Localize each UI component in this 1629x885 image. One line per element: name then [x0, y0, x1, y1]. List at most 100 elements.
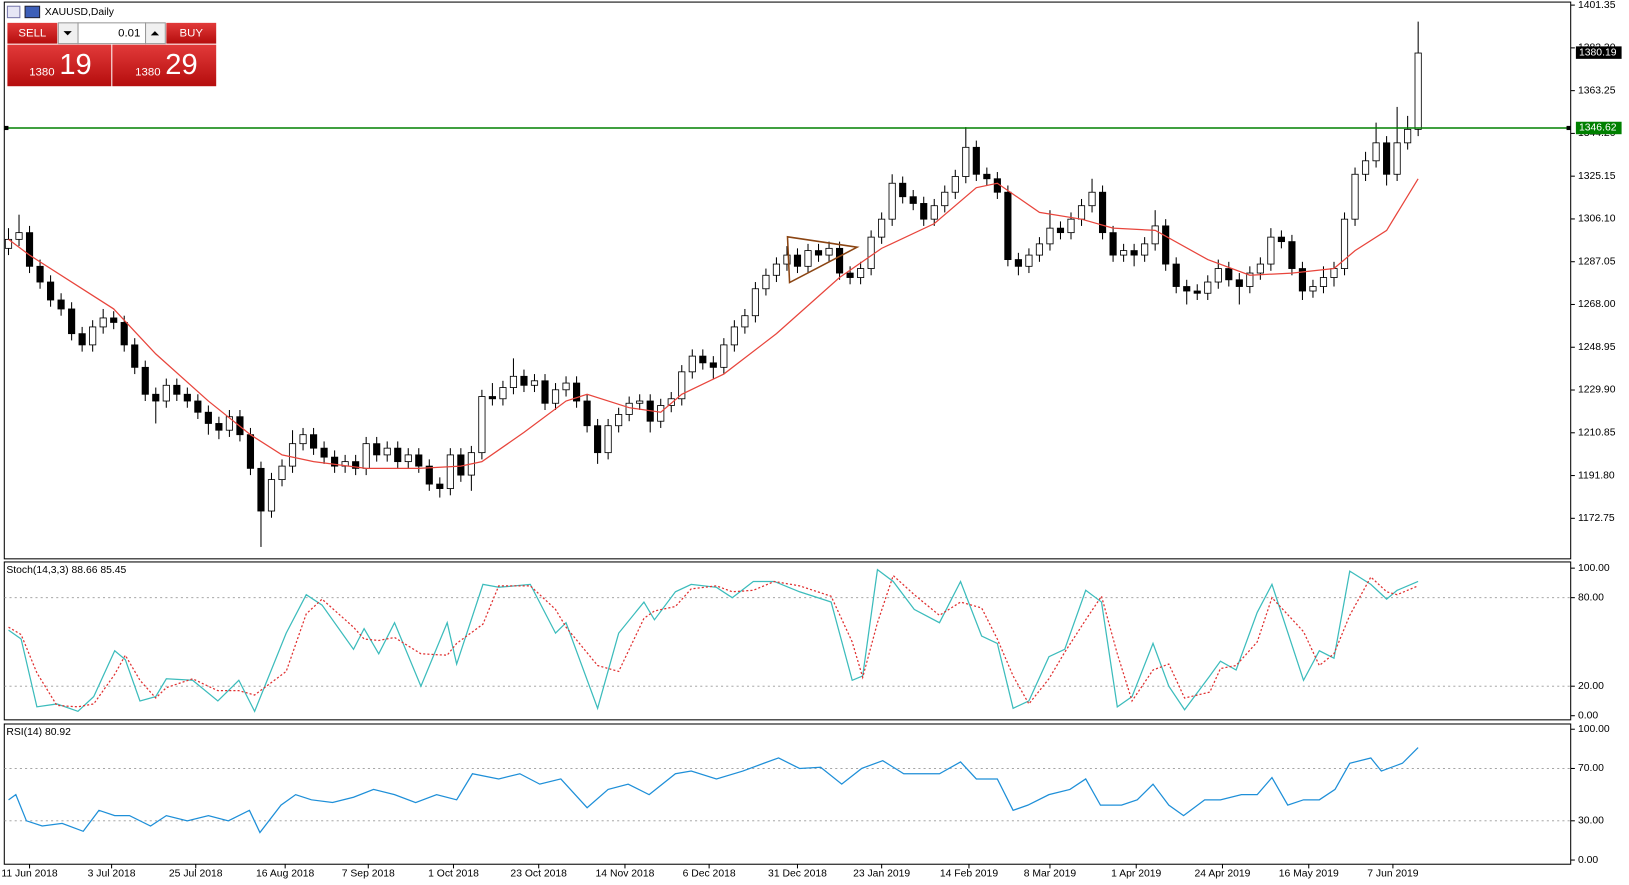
- candle-body: [667, 398, 675, 406]
- candle-body: [1183, 286, 1191, 292]
- candle-body: [488, 396, 496, 400]
- candle-body: [972, 146, 980, 175]
- y-tick-label: 80.00: [1578, 592, 1604, 603]
- candle-body: [857, 268, 865, 278]
- candle-body: [1172, 263, 1180, 287]
- rsi-title: RSI(14) 80.92: [6, 727, 71, 738]
- indicator-line: [8, 568, 1419, 713]
- x-tick-label: 14 Feb 2019: [940, 868, 998, 879]
- level-handle: [1566, 125, 1571, 131]
- x-tick-label: 16 Aug 2018: [256, 868, 315, 879]
- candle-body: [1067, 218, 1075, 234]
- candle-body: [625, 402, 633, 415]
- candle-body: [1014, 259, 1022, 267]
- candle-body: [394, 447, 402, 463]
- candle-body: [1414, 52, 1422, 130]
- candle-body: [720, 344, 728, 368]
- candle-body: [751, 288, 759, 317]
- y-tick-label: 70.00: [1578, 763, 1604, 774]
- y-tick-label: 1325.15: [1578, 171, 1616, 182]
- y-tick-label: 0.00: [1578, 855, 1598, 866]
- candle-body: [120, 322, 128, 346]
- candle-body: [678, 371, 686, 400]
- candle-body: [499, 387, 507, 400]
- level-price-label: 1346.62: [1579, 123, 1617, 134]
- candle-body: [783, 254, 791, 265]
- candle-body: [1267, 236, 1275, 265]
- candle-body: [1340, 218, 1349, 269]
- candle-body: [1351, 173, 1359, 220]
- candle-body: [362, 443, 370, 469]
- x-tick-label: 7 Sep 2018: [342, 868, 395, 879]
- ask-box[interactable]: [112, 44, 217, 87]
- sell-label: SELL: [18, 27, 46, 39]
- candle-body: [730, 326, 738, 346]
- y-tick-label: 30.00: [1578, 816, 1604, 827]
- candle-body: [99, 317, 107, 328]
- candle-body: [1383, 142, 1391, 175]
- candle-body: [1246, 272, 1254, 287]
- candle-body: [68, 308, 76, 335]
- y-tick-label: 100.00: [1578, 563, 1610, 574]
- stoch-panel: [3, 561, 1572, 721]
- candle-body: [152, 393, 160, 402]
- candle-body: [1109, 232, 1117, 256]
- candle-body: [383, 447, 391, 456]
- y-tick-label: 20.00: [1578, 681, 1604, 692]
- candle-body: [173, 384, 181, 395]
- y-tick-label: 1287.05: [1578, 256, 1616, 267]
- x-tick-label: 7 Jun 2019: [1367, 868, 1419, 879]
- candle-body: [1225, 268, 1233, 281]
- candle-body: [572, 382, 581, 402]
- candle-body: [183, 393, 191, 402]
- candle-body: [804, 250, 812, 267]
- candle-body: [909, 196, 917, 204]
- buy-button[interactable]: [166, 22, 217, 44]
- candle-body: [194, 400, 202, 413]
- candle-body: [352, 461, 360, 469]
- candle-body: [741, 315, 749, 328]
- candle-body: [1035, 243, 1044, 256]
- bid-box[interactable]: [7, 44, 112, 87]
- candle-body: [4, 238, 13, 249]
- candle-body: [310, 434, 318, 449]
- candle-body: [520, 375, 528, 386]
- candle-body: [530, 380, 539, 386]
- last-price-box: [1575, 46, 1622, 59]
- candle-body: [1130, 250, 1138, 256]
- y-tick-label: 1306.10: [1578, 214, 1616, 225]
- level-price-box: [1575, 121, 1622, 135]
- candle-body: [1372, 142, 1380, 162]
- candle-body: [688, 355, 696, 373]
- candle-body: [1298, 268, 1307, 292]
- candle-body: [1330, 268, 1338, 278]
- candle-body: [1404, 128, 1412, 144]
- x-tick-label: 16 May 2019: [1279, 868, 1339, 879]
- y-tick-label: 1229.90: [1578, 385, 1616, 396]
- candle-body: [131, 344, 139, 368]
- x-tick-label: 24 Apr 2019: [1195, 868, 1251, 879]
- candle-body: [204, 411, 212, 424]
- candle-body: [541, 380, 549, 404]
- candle-body: [15, 232, 23, 240]
- candle-body: [699, 355, 707, 364]
- stoch-title: Stoch(14,3,3) 88.66 85.45: [6, 565, 126, 576]
- ask-small: 29: [165, 49, 197, 81]
- x-tick-label: 23 Jan 2019: [853, 868, 910, 879]
- x-tick-label: 23 Oct 2018: [510, 868, 567, 879]
- symbol-icon: [24, 5, 41, 19]
- x-tick-label: 31 Dec 2018: [768, 868, 827, 879]
- candle-body: [36, 265, 44, 283]
- y-tick-label: 100.00: [1578, 724, 1610, 735]
- candle-body: [1056, 227, 1065, 234]
- candle-body: [1277, 236, 1285, 243]
- sell-button[interactable]: [7, 22, 58, 44]
- candle-body: [267, 479, 276, 512]
- candle-body: [257, 467, 265, 512]
- y-tick-label: 1248.95: [1578, 342, 1616, 353]
- candle-body: [1193, 290, 1201, 294]
- title-bar: XAUUSD,Daily: [6, 5, 115, 19]
- candle-body: [562, 382, 570, 391]
- triangle-pattern[interactable]: [786, 235, 860, 284]
